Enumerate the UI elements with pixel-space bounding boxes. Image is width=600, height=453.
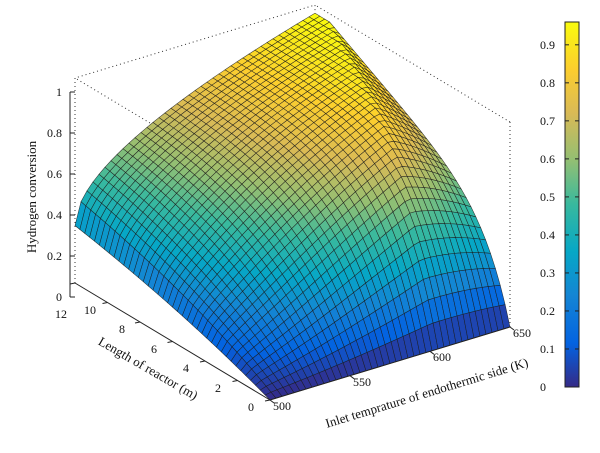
x-axis-ticks: 500 550 600 650 (273, 326, 531, 413)
x-tick-label: 650 (513, 326, 531, 340)
z-tick-label: 0.4 (47, 208, 62, 222)
x-tick-mark (269, 399, 275, 404)
x-tick-label: 600 (433, 350, 451, 364)
x-tick-mark (429, 350, 435, 355)
x-tick-mark (509, 326, 515, 331)
y-axis-ticks: 0 2 4 6 8 10 12 (55, 303, 254, 414)
y-tick-mark (69, 282, 76, 285)
z-axis-label: Hydrogen conversion (24, 140, 39, 253)
y-tick-mark (264, 399, 271, 402)
colorbar-ticks: 0 0.1 0.2 0.3 0.4 0.5 0.6 0.7 0.8 0.9 (540, 38, 579, 394)
colorbar-tick-label: 0.1 (540, 342, 555, 356)
colorbar-tick-label: 0.9 (540, 38, 555, 52)
axes-box-front (69, 91, 515, 404)
colorbar-tick-label: 0.6 (540, 152, 555, 166)
y-tick-mark (232, 380, 238, 382)
y-tick-label: 4 (183, 361, 189, 375)
colorbar-tick-label: 0.2 (540, 304, 555, 318)
y-tick-mark (134, 321, 141, 324)
y-tick-mark (167, 341, 173, 343)
colorbar: 0 0.1 0.2 0.3 0.4 0.5 0.6 0.7 0.8 0.9 (540, 21, 580, 394)
z-tick-label: 1 (56, 85, 62, 99)
z-tick-label: 0 (56, 290, 62, 304)
y-tick-label: 10 (84, 303, 96, 317)
z-tick-label: 0.8 (47, 126, 62, 140)
y-tick-mark (102, 302, 108, 304)
colorbar-tick-label: 0 (540, 380, 546, 394)
colorbar-tick-label: 0.3 (540, 266, 555, 280)
z-axis-ticks: 0 0.2 0.4 0.6 0.8 1 (47, 85, 62, 304)
x-tick-mark (349, 375, 355, 380)
y-tick-label: 6 (151, 342, 157, 356)
colorbar-tick-label: 0.7 (540, 114, 555, 128)
x-tick-label: 500 (273, 399, 291, 413)
y-tick-label: 2 (215, 381, 221, 395)
x-tick-label: 550 (353, 375, 371, 389)
colorbar-scale (564, 21, 580, 388)
y-tick-mark (199, 360, 206, 363)
surface-plot (74, 12, 511, 401)
z-tick-label: 0.2 (47, 249, 62, 263)
y-tick-label: 8 (119, 322, 125, 336)
z-tick-label: 0.6 (47, 167, 62, 181)
x-axis-line (269, 326, 511, 401)
colorbar-tick-label: 0.8 (540, 76, 555, 90)
y-tick-label: 0 (248, 400, 254, 414)
colorbar-tick-label: 0.4 (540, 228, 555, 242)
colorbar-tick-label: 0.5 (540, 190, 555, 204)
y-tick-label: 12 (55, 307, 67, 321)
